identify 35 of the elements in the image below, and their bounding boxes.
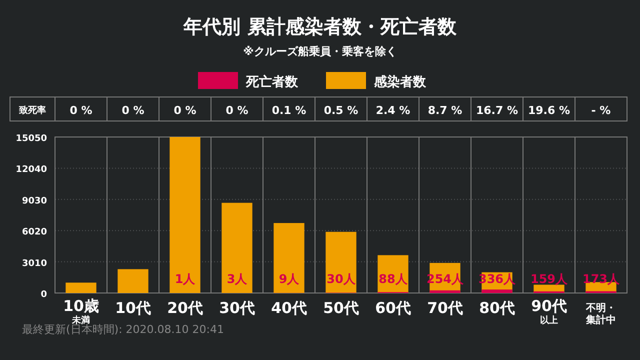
- x-tick-label: 20代: [167, 299, 203, 317]
- bar: [274, 223, 304, 293]
- data-label: 30人: [326, 272, 356, 286]
- x-tick-label: 60代: [375, 299, 411, 317]
- data-label: 1人: [174, 272, 196, 286]
- y-tick-label: 12040: [16, 165, 47, 176]
- bar: [170, 137, 200, 293]
- x-tick-label: 不明・集計中: [585, 302, 616, 326]
- chart-title: 年代別 累計感染者数・死亡者数: [182, 16, 458, 38]
- bar: [430, 290, 460, 293]
- x-tick-label: 10代: [115, 299, 151, 317]
- data-label: 9人: [278, 272, 300, 286]
- y-tick-label: 9030: [22, 196, 47, 206]
- bar: [118, 269, 148, 293]
- y-tick-label: 15050: [16, 134, 47, 144]
- x-tick-label: 50代: [323, 299, 359, 317]
- y-tick-label: 6020: [22, 228, 47, 238]
- text: 最終更新(日本時間): 2020.08.10 20:41: [22, 323, 224, 336]
- data-label: 3人: [226, 272, 248, 286]
- x-tick-label: 80代: [479, 299, 515, 317]
- bar: [482, 290, 512, 293]
- legend-label: 死亡者数: [245, 74, 299, 90]
- data-label: 88人: [378, 272, 408, 286]
- x-tick-label: 40代: [271, 299, 307, 317]
- x-tick-label: 70代: [427, 299, 463, 317]
- bar: [222, 202, 252, 293]
- bar: [66, 282, 96, 293]
- rate-table: 致死率 0 % 0 % 0 % 0 % 0.1 % 0.5 % 2.4 % 8.7 % 16.7 % 19.6 % - %: [10, 96, 628, 122]
- data-label: 159人: [530, 272, 569, 286]
- x-tick-label: 30代: [219, 299, 255, 317]
- chart-subtitle: ※クルーズ船乗員・乗客を除く: [243, 45, 397, 58]
- legend-label: 感染者数: [373, 74, 427, 90]
- y-tick-label: 0: [40, 290, 47, 300]
- y-tick-label: 3010: [22, 258, 47, 269]
- bar: [326, 232, 356, 293]
